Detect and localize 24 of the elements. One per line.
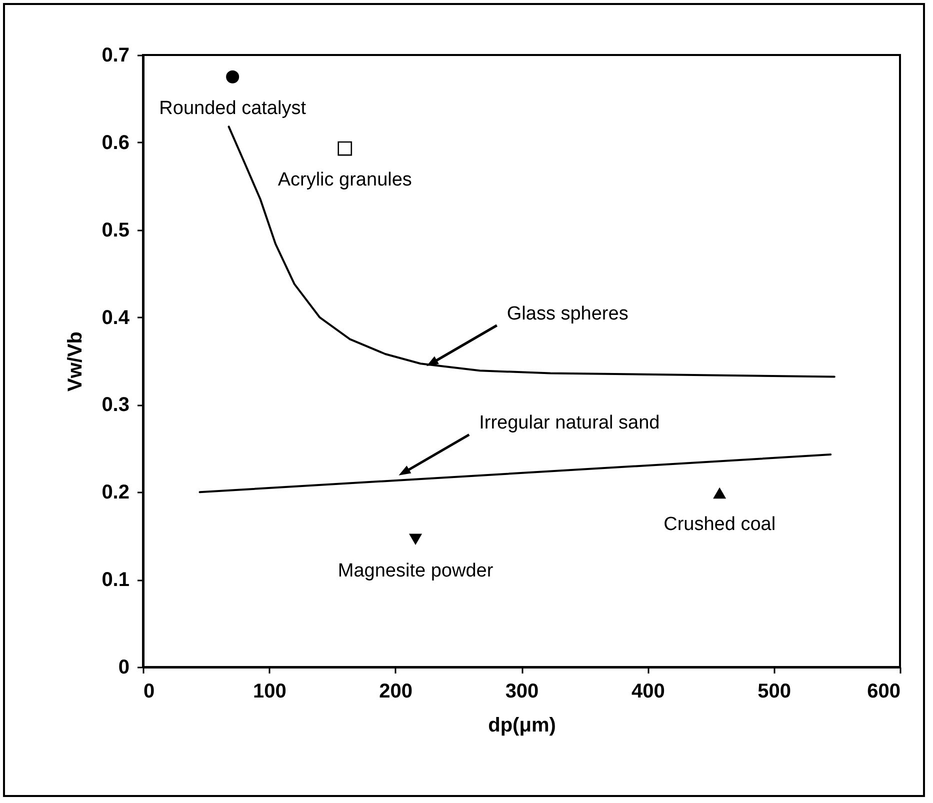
series-label: Rounded catalyst [159,98,307,119]
y-tick-label: 0.5 [102,219,130,242]
x-tick-label: 400 [631,680,665,702]
x-axis-title: dp(μm) [488,714,556,736]
x-tick-label: 0 [144,680,155,702]
y-axis-title: Vw/Vb [64,331,87,392]
y-tick-label: 0.1 [102,569,130,592]
x-tick-label: 500 [758,680,792,702]
annotation: Irregular natural sand [479,412,660,434]
annotation: Glass spheres [506,303,628,324]
x-tick-label: 100 [252,680,286,702]
series-label: Magnesite powder [338,560,494,582]
x-tick-label: 300 [505,680,539,702]
series-label: Crushed coal [664,514,776,536]
y-tick-label: 0.2 [102,482,130,504]
y-tick-label: 0 [118,656,130,678]
y-tick-label: 0.6 [102,132,130,154]
line-series [228,126,836,378]
y-tick-label: 0.4 [102,306,130,329]
x-tick-label: 200 [379,680,413,702]
y-tick-label: 0.3 [102,394,130,416]
series-label: Acrylic granules [278,170,412,191]
y-tick-label: 0.7 [102,44,130,66]
x-tick-label: 600 [867,680,900,702]
